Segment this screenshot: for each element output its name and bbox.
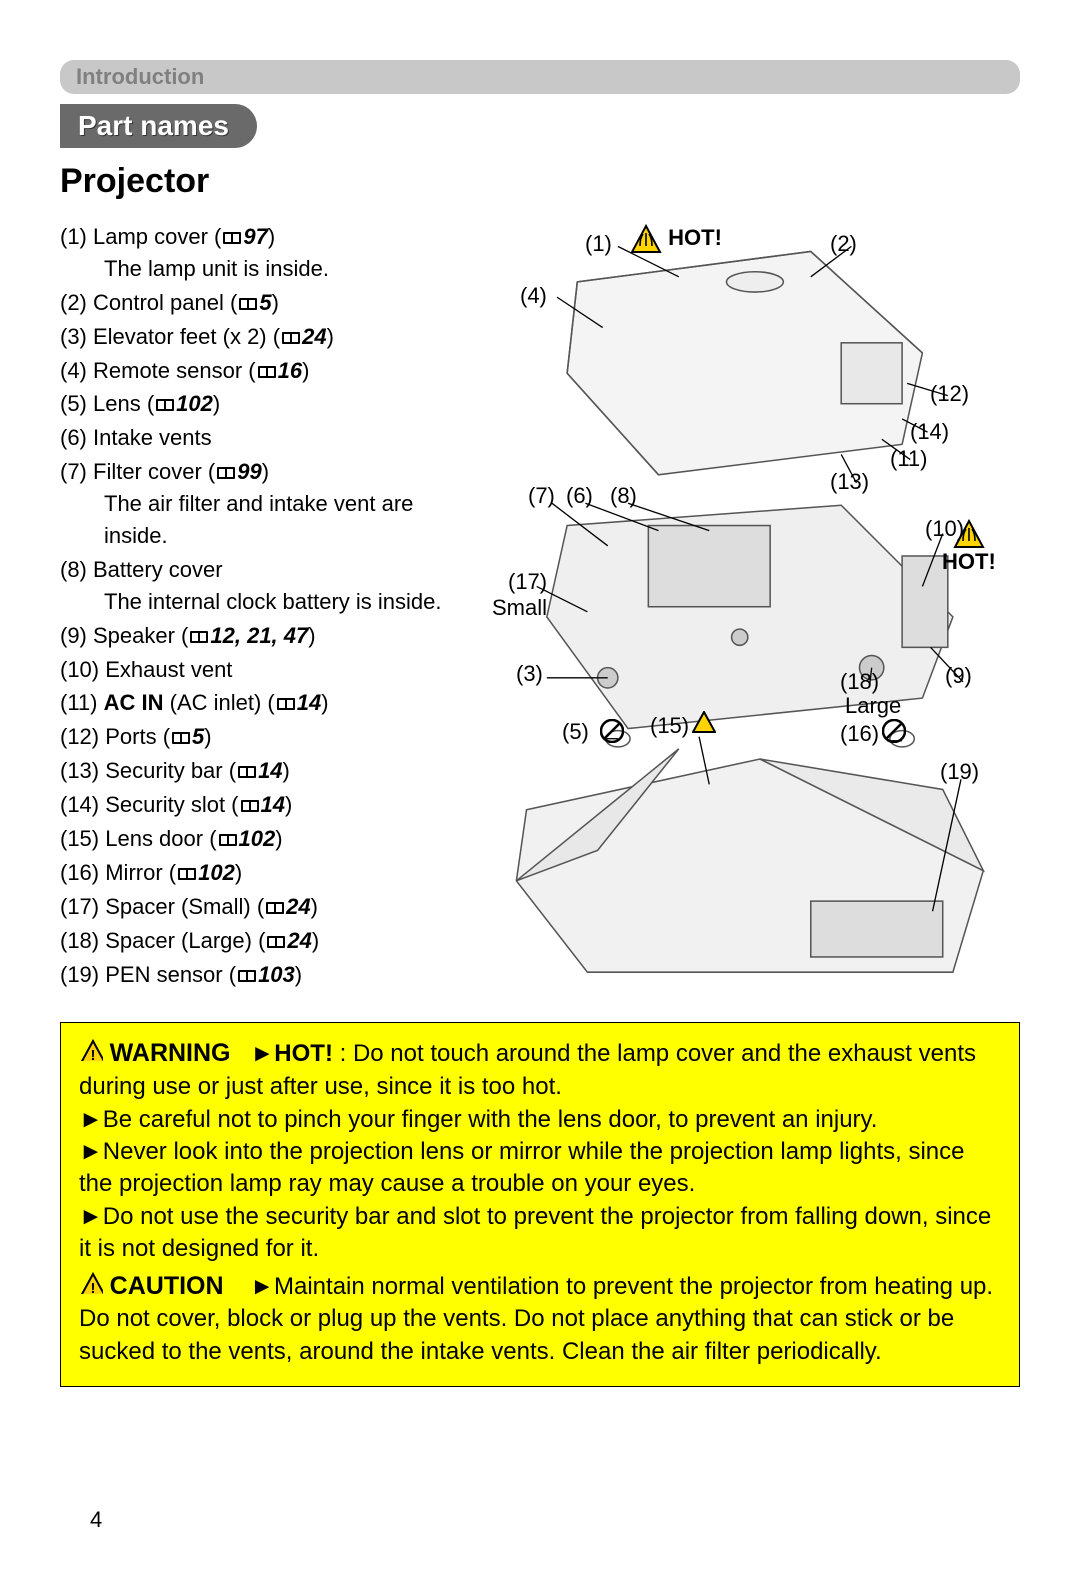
caution-head: CAUTION (110, 1272, 224, 1300)
hot-triangle-icon (630, 224, 662, 254)
part-names-pill: Part names (60, 104, 257, 148)
warning-box: WARNING ►HOT! : Do not touch around the … (60, 1022, 1020, 1387)
diagram-callout: (16) (840, 721, 879, 747)
diagram-callout: (3) (516, 661, 543, 687)
mirror-nolook-icon (882, 719, 906, 749)
diagram-callout: (17) (508, 569, 547, 595)
intro-bar: Introduction (60, 60, 1020, 94)
part-item: (6) Intake vents (60, 422, 480, 454)
spacer-small-label: Small (492, 595, 547, 621)
warning-head: WARNING (110, 1039, 231, 1067)
projector-drawing (500, 221, 1020, 992)
part-item: (17) Spacer (Small) (24) (60, 891, 480, 923)
spacer-large-label: Large (845, 693, 901, 719)
part-list: (1) Lamp cover (97)The lamp unit is insi… (60, 221, 480, 992)
hot-text-side: HOT! (942, 549, 996, 574)
diagram-area: HOT! HOT! Small Large (1)(2)(4)(12)(14)(… (500, 221, 1020, 992)
main-row: (1) Lamp cover (97)The lamp unit is insi… (60, 221, 1020, 992)
diagram-callout: (5) (562, 719, 589, 745)
page-number: 4 (60, 1507, 1020, 1533)
part-item: (1) Lamp cover (97)The lamp unit is insi… (60, 221, 480, 285)
diagram-callout: (1) (585, 231, 612, 257)
diagram-callout: (11) (890, 446, 928, 472)
diagram-callout: (12) (930, 381, 969, 407)
hot-text-top: HOT! (668, 225, 722, 250)
diagram-callout: (15) (650, 713, 689, 739)
part-item: (15) Lens door (102) (60, 823, 480, 855)
part-item: (7) Filter cover (99)The air filter and … (60, 456, 480, 552)
part-item: (16) Mirror (102) (60, 857, 480, 889)
diagram-callout: (14) (910, 419, 949, 445)
part-item: (5) Lens (102) (60, 388, 480, 420)
part-item: (4) Remote sensor (16) (60, 355, 480, 387)
part-item: (18) Spacer (Large) (24) (60, 925, 480, 957)
diagram-callout: (8) (610, 483, 637, 509)
warn-triangle-icon (79, 1039, 103, 1061)
diagram-callout: (9) (945, 663, 972, 689)
part-item: (11) AC IN (AC inlet) (14) (60, 687, 480, 719)
diagram-callout: (2) (830, 231, 857, 257)
part-item: (13) Security bar (14) (60, 755, 480, 787)
warning-line-hot: WARNING ►HOT! : Do not touch around the … (79, 1037, 1001, 1103)
diagram-callout: (19) (940, 759, 979, 785)
hot-lead: HOT! (274, 1040, 339, 1067)
diagram-callout: (18) (840, 669, 879, 695)
lens-door-warn-icon (692, 711, 716, 739)
warning-line-1: ►Be careful not to pinch your finger wit… (79, 1104, 1001, 1136)
diagram-callout: (7) (528, 483, 555, 509)
part-item: (3) Elevator feet (x 2) (24) (60, 321, 480, 353)
part-item: (14) Security slot (14) (60, 789, 480, 821)
part-item: (2) Control panel (5) (60, 287, 480, 319)
diagram-callout: (13) (830, 469, 869, 495)
warning-line-3: ►Do not use the security bar and slot to… (79, 1201, 1001, 1266)
warn-triangle-icon (79, 1272, 103, 1294)
part-item: (8) Battery coverThe internal clock batt… (60, 554, 480, 618)
diagram-callout: (6) (566, 483, 593, 509)
part-item: (9) Speaker (12, 21, 47) (60, 620, 480, 652)
diagram-callout: (4) (520, 283, 547, 309)
caution-line: CAUTION ►Maintain normal ventilation to … (79, 1270, 1001, 1369)
diagram-callout: (10) (925, 516, 964, 542)
section-title: Projector (60, 162, 1020, 201)
part-item: (19) PEN sensor (103) (60, 959, 480, 991)
part-item: (10) Exhaust vent (60, 654, 480, 686)
warning-line-2: ►Never look into the projection lens or … (79, 1136, 1001, 1201)
part-item: (12) Ports (5) (60, 721, 480, 753)
hot-label-top: HOT! (630, 224, 722, 254)
lens-nolook-icon (600, 719, 624, 749)
